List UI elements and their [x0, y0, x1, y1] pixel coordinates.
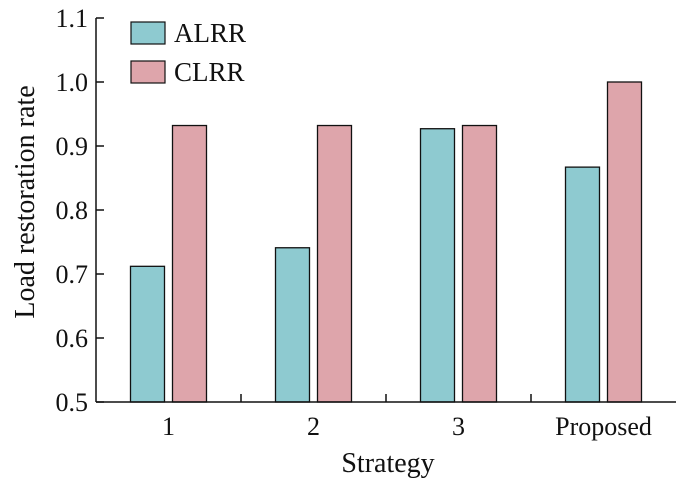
legend: ALRR CLRR — [130, 18, 246, 87]
x-tick-label: 2 — [307, 412, 320, 441]
x-axis-title: Strategy — [341, 448, 434, 479]
bar-clrr-3 — [461, 124, 498, 403]
y-tick-label: 0.7 — [56, 260, 89, 289]
y-tick-label: 1.0 — [56, 68, 89, 97]
y-tick-label: 1.1 — [56, 4, 89, 33]
y-tick-label: 0.9 — [56, 132, 89, 161]
y-axis-title: Load restoration rate — [10, 85, 41, 318]
bar-clrr-1 — [171, 124, 208, 403]
legend-swatch-alrr — [130, 21, 166, 45]
bar-alrr-3 — [419, 128, 456, 403]
y-tick-label: 0.6 — [56, 324, 89, 353]
legend-swatch-clrr — [130, 60, 166, 84]
x-tick-label: 3 — [452, 412, 465, 441]
bar-clrr-proposed — [606, 81, 643, 403]
y-axis-ticks: 0.5 0.6 0.7 0.8 0.9 1.0 1.1 — [56, 4, 104, 417]
y-tick-label: 0.8 — [56, 196, 89, 225]
y-tick-label: 0.5 — [56, 388, 89, 417]
legend-label-alrr: ALRR — [174, 18, 246, 48]
bar-alrr-proposed — [564, 166, 601, 403]
x-axis-ticks: 1 2 3 Proposed — [162, 394, 652, 441]
x-tick-label: Proposed — [555, 412, 652, 441]
bar-alrr-2 — [274, 247, 311, 403]
legend-label-clrr: CLRR — [174, 57, 245, 87]
bar-series — [129, 81, 643, 403]
x-tick-label: 1 — [162, 412, 175, 441]
bar-clrr-2 — [316, 124, 353, 403]
bar-alrr-1 — [129, 265, 166, 403]
